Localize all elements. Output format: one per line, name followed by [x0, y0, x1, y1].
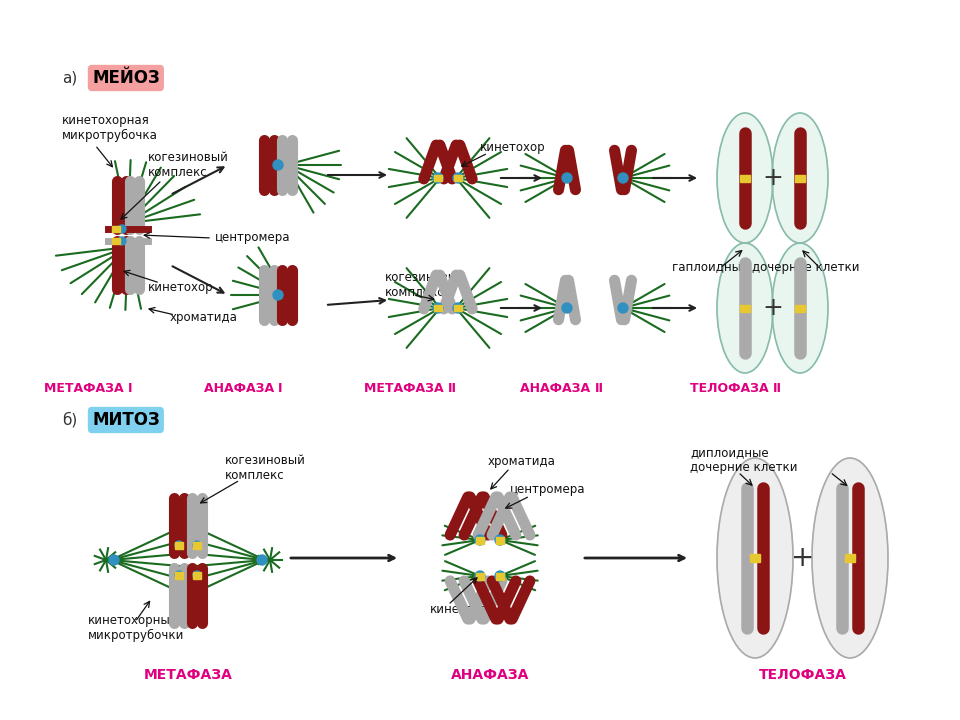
Bar: [476, 536, 484, 544]
Text: центромера: центромера: [215, 232, 291, 245]
Text: АНАФАЗА: АНАФАЗА: [520, 382, 595, 395]
Text: АНАФАЗА: АНАФАЗА: [204, 382, 278, 395]
Circle shape: [118, 225, 126, 233]
Text: когезиновые
комплексы: когезиновые комплексы: [385, 271, 466, 299]
Ellipse shape: [812, 458, 888, 658]
Circle shape: [618, 303, 628, 313]
Text: +: +: [791, 544, 815, 572]
Text: ТЕЛОФАЗА: ТЕЛОФАЗА: [759, 668, 847, 682]
Circle shape: [453, 303, 463, 313]
Bar: [476, 572, 484, 580]
Circle shape: [433, 303, 443, 313]
Text: хроматида: хроматида: [488, 456, 556, 469]
Bar: [740, 305, 750, 312]
Text: I: I: [128, 382, 132, 395]
Circle shape: [453, 173, 463, 183]
Circle shape: [273, 290, 283, 300]
Text: МИТОЗ: МИТОЗ: [92, 411, 159, 429]
Text: +: +: [762, 296, 783, 320]
Bar: [434, 305, 442, 311]
Circle shape: [175, 541, 183, 549]
Ellipse shape: [717, 243, 773, 373]
Circle shape: [475, 571, 485, 581]
Text: хроматида: хроматида: [170, 312, 238, 325]
Text: диплоидные
дочерние клетки: диплоидные дочерние клетки: [690, 446, 798, 474]
Circle shape: [193, 541, 201, 549]
Text: II: II: [773, 382, 782, 395]
Circle shape: [118, 237, 126, 245]
Bar: [454, 175, 462, 181]
Text: гаплоидные дочерние клетки: гаплоидные дочерние клетки: [672, 261, 859, 274]
Bar: [496, 536, 504, 544]
Bar: [434, 175, 442, 181]
Text: МЕЙОЗ: МЕЙОЗ: [92, 69, 159, 87]
Ellipse shape: [717, 113, 773, 243]
Circle shape: [618, 173, 628, 183]
Text: кинетохорная
микротрубочка: кинетохорная микротрубочка: [62, 114, 157, 142]
Text: II: II: [448, 382, 457, 395]
Circle shape: [562, 173, 572, 183]
Circle shape: [495, 535, 505, 545]
Bar: [795, 305, 805, 312]
Text: I: I: [278, 382, 282, 395]
Text: II: II: [595, 382, 604, 395]
Circle shape: [109, 555, 119, 565]
Text: б): б): [62, 412, 77, 428]
Text: когезиновый
комплекс: когезиновый комплекс: [148, 151, 228, 179]
Text: а): а): [62, 71, 77, 86]
Bar: [454, 305, 462, 311]
Text: когезиновый
комплекс: когезиновый комплекс: [225, 454, 306, 482]
Bar: [193, 572, 201, 578]
Text: кинетохор: кинетохор: [480, 142, 545, 155]
Circle shape: [433, 173, 443, 183]
Text: ТЕЛОФАЗА: ТЕЛОФАЗА: [690, 382, 773, 395]
Text: +: +: [762, 166, 783, 190]
Text: АНАФАЗА: АНАФАЗА: [451, 668, 529, 682]
Circle shape: [273, 160, 283, 170]
Circle shape: [175, 571, 183, 579]
Ellipse shape: [717, 458, 793, 658]
Bar: [750, 554, 760, 562]
Text: центромера: центромера: [510, 484, 586, 497]
Text: МЕТАФАЗА: МЕТАФАЗА: [44, 382, 128, 395]
Circle shape: [475, 535, 485, 545]
Bar: [740, 174, 750, 181]
Circle shape: [495, 571, 505, 581]
Bar: [845, 554, 855, 562]
Text: кинетохор: кинетохор: [430, 603, 495, 616]
Bar: [496, 572, 504, 580]
Circle shape: [562, 303, 572, 313]
Circle shape: [193, 571, 201, 579]
Circle shape: [257, 555, 267, 565]
Bar: [175, 572, 183, 578]
Bar: [175, 541, 183, 549]
Ellipse shape: [772, 243, 828, 373]
Text: МЕТАФАЗА: МЕТАФАЗА: [364, 382, 448, 395]
Bar: [112, 238, 120, 244]
Bar: [112, 226, 120, 232]
Text: кинетохорные
микротрубочки: кинетохорные микротрубочки: [88, 614, 184, 642]
Bar: [795, 174, 805, 181]
Text: кинетохор: кинетохор: [148, 282, 214, 294]
Ellipse shape: [772, 113, 828, 243]
Bar: [193, 541, 201, 549]
Text: МЕТАФАЗА: МЕТАФАЗА: [144, 668, 232, 682]
